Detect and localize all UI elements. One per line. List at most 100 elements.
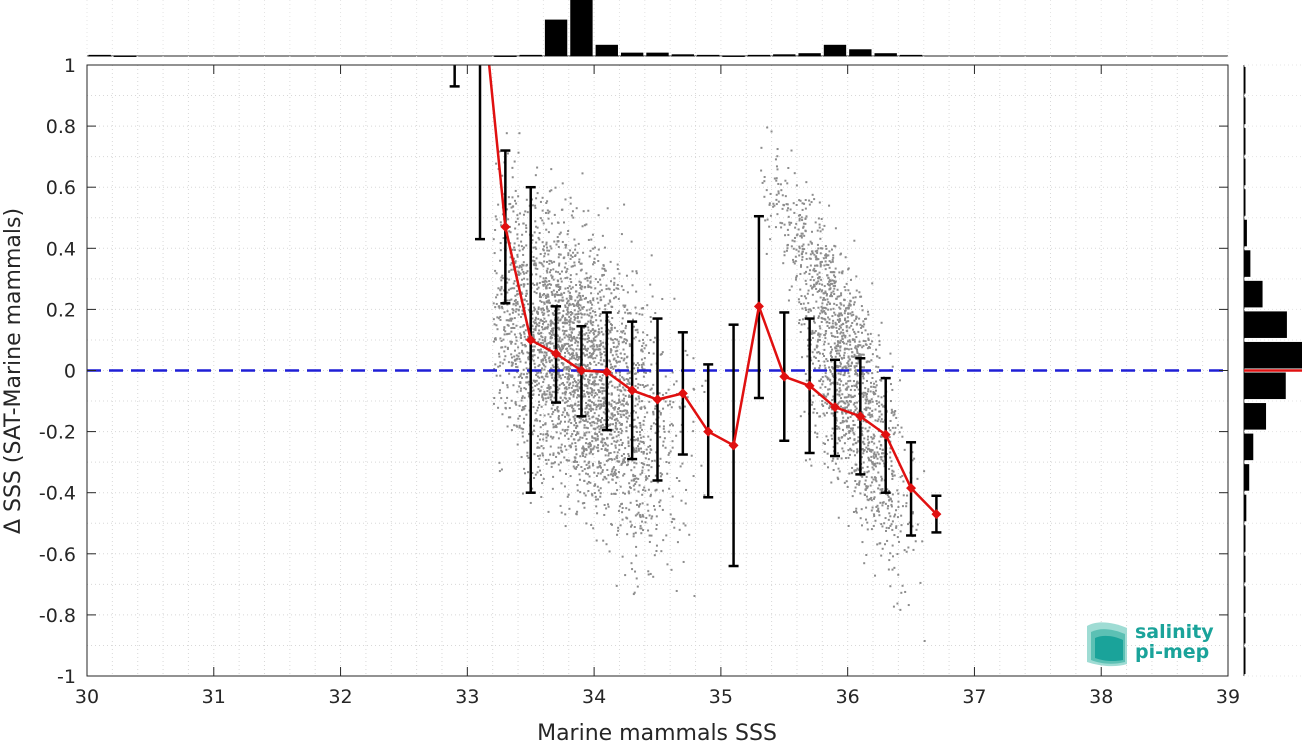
scatter-point (547, 293, 550, 296)
scatter-point (772, 205, 775, 208)
scatter-point (867, 313, 870, 316)
scatter-point (847, 395, 850, 398)
scatter-point (583, 224, 586, 227)
scatter-point (550, 274, 553, 277)
scatter-point (895, 526, 898, 529)
scatter-point (518, 223, 521, 226)
scatter-point (577, 382, 580, 385)
scatter-point (855, 347, 858, 350)
scatter-point (643, 357, 646, 360)
scatter-point (872, 497, 875, 500)
scatter-point (552, 327, 555, 330)
scatter-point (650, 480, 653, 483)
scatter-point (874, 408, 877, 411)
scatter-point (534, 380, 537, 383)
scatter-point (522, 428, 525, 431)
scatter-point (575, 426, 578, 429)
right-histogram (1243, 64, 1302, 677)
scatter-point (826, 303, 829, 306)
scatter-point (815, 258, 818, 261)
scatter-point (892, 433, 895, 436)
scatter-point (552, 410, 555, 413)
scatter-point (624, 342, 627, 345)
scatter-point (594, 310, 597, 313)
scatter-point (911, 512, 914, 515)
scatter-point (600, 330, 603, 333)
scatter-point (561, 428, 564, 431)
scatter-point (513, 280, 516, 283)
scatter-point (569, 357, 572, 360)
scatter-point (532, 406, 535, 409)
scatter-point (847, 393, 850, 396)
scatter-point (636, 439, 639, 442)
scatter-point (830, 334, 833, 337)
scatter-point (817, 359, 820, 362)
scatter-point (783, 250, 786, 253)
scatter-point (588, 417, 591, 420)
scatter-point (569, 364, 572, 367)
scatter-point (763, 180, 766, 183)
scatter-point (572, 395, 575, 398)
scatter-point (600, 416, 603, 419)
scatter-point (852, 424, 855, 427)
scatter-point (833, 311, 836, 314)
scatter-point (583, 377, 586, 380)
scatter-point (862, 344, 865, 347)
scatter-point (819, 265, 822, 268)
scatter-point (607, 287, 610, 290)
scatter-point (527, 352, 530, 355)
scatter-point (896, 489, 899, 492)
scatter-point (626, 365, 629, 368)
scatter-point (551, 292, 554, 295)
scatter-point (851, 311, 854, 314)
scatter-point (551, 330, 554, 333)
scatter-point (572, 465, 575, 468)
scatter-point (607, 315, 610, 318)
scatter-point (627, 379, 630, 382)
scatter-point (847, 385, 850, 388)
scatter-point (598, 332, 601, 335)
scatter-point (655, 515, 658, 518)
scatter-point (641, 466, 644, 469)
scatter-point (893, 413, 896, 416)
scatter-point (618, 401, 621, 404)
scatter-point (810, 309, 813, 312)
scatter-point (564, 198, 567, 201)
scatter-point (585, 426, 588, 429)
scatter-point (532, 379, 535, 382)
scatter-point (547, 370, 550, 373)
scatter-point (621, 399, 624, 402)
scatter-point (569, 320, 572, 323)
scatter-point (555, 243, 558, 246)
scatter-point (874, 476, 877, 479)
scatter-point (564, 306, 567, 309)
scatter-point (819, 252, 822, 255)
scatter-point (808, 203, 811, 206)
scatter-point (601, 383, 604, 386)
scatter-point (798, 247, 801, 250)
scatter-point (773, 204, 776, 207)
scatter-point (625, 402, 628, 405)
scatter-point (790, 285, 793, 288)
scatter-point (898, 540, 901, 543)
scatter-point (604, 441, 607, 444)
scatter-point (636, 328, 639, 331)
scatter-point (521, 408, 524, 411)
scatter-point (536, 311, 539, 314)
scatter-point (576, 313, 579, 316)
scatter-point (593, 492, 596, 495)
scatter-point (518, 266, 521, 269)
scatter-point (618, 384, 621, 387)
scatter-point (521, 492, 524, 495)
scatter-point (599, 299, 602, 302)
scatter-point (512, 309, 515, 312)
scatter-point (494, 215, 497, 218)
scatter-point (585, 449, 588, 452)
scatter-point (569, 353, 572, 356)
scatter-point (614, 421, 617, 424)
scatter-point (495, 218, 498, 221)
scatter-point (614, 446, 617, 449)
scatter-point (851, 413, 854, 416)
scatter-point (508, 203, 511, 206)
scatter-point (586, 276, 589, 279)
